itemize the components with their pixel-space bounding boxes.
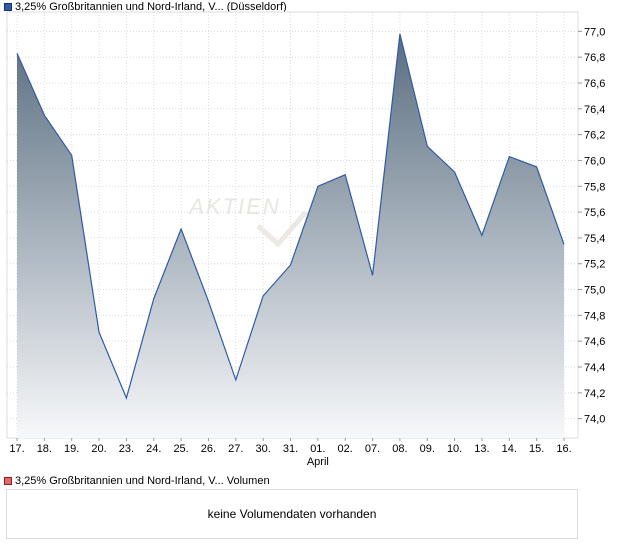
x-tick-label: 17.	[9, 443, 24, 455]
price-legend-swatch	[4, 3, 12, 11]
price-line	[16, 33, 565, 400]
y-tick-label: 74,8	[584, 310, 605, 322]
x-axis-ticks: 17. 18. 19. 20. 23. 24. 25. 26. 27. 30. 31. 01. 02. 0…	[9, 438, 572, 455]
month-label: April	[307, 456, 329, 468]
watermark-check-icon	[256, 210, 308, 248]
x-tick-label: 27.	[228, 443, 243, 455]
y-tick-label: 74,2	[584, 388, 605, 400]
y-tick-label: 75,0	[584, 285, 605, 297]
price-legend: 3,25% Großbritannien und Nord-Irland, V.…	[4, 0, 287, 14]
volume-legend-label: 3,25% Großbritannien und Nord-Irland, V.…	[15, 475, 270, 487]
x-tick-label: 23.	[119, 443, 134, 455]
price-area-fill	[17, 33, 564, 439]
x-tick-label: 25.	[173, 443, 188, 455]
x-tick-label: 14.	[502, 443, 517, 455]
x-tick-label: 15.	[529, 443, 544, 455]
x-tick-label: 18.	[37, 443, 52, 455]
x-tick-label: 26.	[201, 443, 216, 455]
y-tick-label: 74,0	[584, 414, 605, 426]
x-tick-label: 30.	[256, 443, 271, 455]
x-tick-label: 07.	[365, 443, 380, 455]
x-tick-label: 24.	[146, 443, 161, 455]
y-tick-label: 76,0	[584, 155, 605, 167]
x-tick-label: 08.	[392, 443, 407, 455]
y-tick-label: 74,6	[584, 336, 605, 348]
y-tick-label: 74,4	[584, 362, 605, 374]
y-tick-label: 75,8	[584, 181, 605, 193]
y-tick-label: 75,4	[584, 233, 605, 245]
volume-legend-swatch	[4, 477, 12, 485]
x-tick-label: 13.	[474, 443, 489, 455]
y-tick-label: 77,0	[584, 26, 605, 38]
price-legend-label: 3,25% Großbritannien und Nord-Irland, V.…	[15, 1, 287, 13]
y-tick-label: 76,2	[584, 130, 605, 142]
x-tick-label: 10.	[447, 443, 462, 455]
y-tick-label: 76,8	[584, 52, 605, 64]
x-tick-label: 02.	[338, 443, 353, 455]
x-tick-label: 16.	[556, 443, 571, 455]
price-chart: AKTIEN 74,074,274,474,674,875,075,275,47…	[6, 11, 605, 468]
x-tick-label: 09.	[420, 443, 435, 455]
y-tick-label: 75,6	[584, 207, 605, 219]
y-axis-ticks: 74,0 74,2 74,4 74,6 74,8 75,0 75,2 75,4 75,6 75,8…	[578, 26, 605, 426]
y-tick-label: 76,6	[584, 78, 605, 90]
y-tick-label: 75,2	[584, 259, 605, 271]
x-tick-label: 01.	[310, 443, 325, 455]
watermark: AKTIEN	[187, 194, 280, 219]
y-tick-label: 76,4	[584, 104, 605, 116]
volume-panel: keine Volumendaten vorhanden	[6, 489, 578, 539]
volume-empty-message: keine Volumendaten vorhanden	[207, 507, 377, 521]
x-tick-label: 31.	[283, 443, 298, 455]
x-tick-label: 19.	[64, 443, 79, 455]
x-tick-label: 20.	[91, 443, 106, 455]
volume-legend: 3,25% Großbritannien und Nord-Irland, V.…	[4, 474, 270, 488]
